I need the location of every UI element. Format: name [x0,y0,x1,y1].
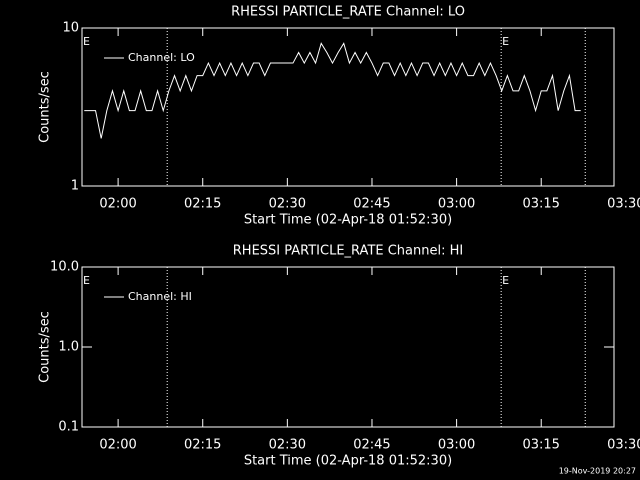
y-tick-label: 1.0 [58,340,79,355]
y-axis-label: Counts/sec [38,71,53,143]
annotation: E [502,35,509,48]
y-tick-label: 10 [62,21,79,36]
x-tick-label: 02:00 [99,438,136,453]
x-tick-label: 02:15 [184,197,221,212]
x-tick-label: 03:00 [438,197,475,212]
x-tick-label: 02:15 [184,438,221,453]
x-tick-label: 02:00 [99,197,136,212]
y-tick-label: 10.0 [50,260,79,275]
footer: 19-Nov-2019 20:27 [559,467,636,476]
x-axis-label: Start Time (02-Apr-18 01:52:30) [244,213,452,228]
x-tick-label: 03:15 [522,197,559,212]
x-tick-label: 03:00 [438,438,475,453]
data-line [84,42,581,139]
x-tick-label: 02:45 [353,197,390,212]
y-tick-label: 0.1 [58,420,79,435]
x-tick-label: 03:30 [607,197,640,212]
x-tick-label: 02:45 [353,438,390,453]
annotation: E [83,35,90,48]
y-tick-label: 1 [71,179,79,194]
annotation: E [502,274,509,287]
x-axis-label: Start Time (02-Apr-18 01:52:30) [244,454,452,469]
x-tick-label: 03:15 [522,438,559,453]
annotation: E [83,274,90,287]
x-tick-label: 03:30 [607,438,640,453]
legend-label: Channel: LO [128,51,195,64]
x-tick-label: 02:30 [269,197,306,212]
x-tick-label: 02:30 [269,438,306,453]
chart-title: RHESSI PARTICLE_RATE Channel: HI [233,244,463,259]
chart-title: RHESSI PARTICLE_RATE Channel: LO [231,5,465,20]
plot-frame [81,27,615,187]
y-axis-label: Counts/sec [38,311,53,383]
legend-label: Channel: HI [128,290,192,303]
